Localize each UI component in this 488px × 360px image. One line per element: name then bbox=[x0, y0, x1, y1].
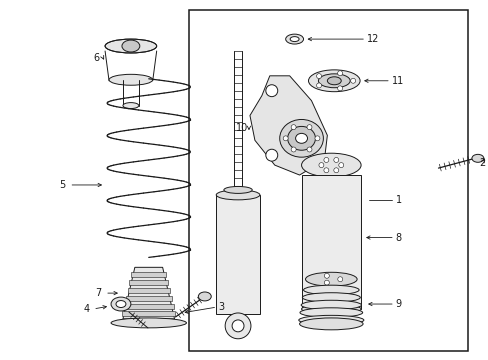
Ellipse shape bbox=[111, 318, 186, 328]
Ellipse shape bbox=[279, 120, 323, 157]
Circle shape bbox=[232, 320, 244, 332]
Ellipse shape bbox=[122, 40, 140, 52]
Text: 4: 4 bbox=[83, 304, 89, 314]
Bar bbox=[122, 311, 175, 316]
Ellipse shape bbox=[471, 154, 483, 162]
Circle shape bbox=[290, 125, 296, 130]
Ellipse shape bbox=[285, 34, 303, 44]
Ellipse shape bbox=[122, 103, 139, 109]
Ellipse shape bbox=[216, 190, 259, 200]
Bar bbox=[188, 10, 467, 351]
Text: 5: 5 bbox=[59, 180, 65, 190]
Bar bbox=[131, 272, 166, 277]
Text: 2: 2 bbox=[478, 158, 484, 168]
Circle shape bbox=[324, 273, 328, 278]
Ellipse shape bbox=[224, 186, 252, 193]
Circle shape bbox=[337, 86, 342, 91]
Circle shape bbox=[224, 313, 250, 339]
Circle shape bbox=[265, 149, 277, 161]
Ellipse shape bbox=[116, 301, 126, 307]
Circle shape bbox=[323, 157, 328, 162]
Ellipse shape bbox=[302, 293, 360, 302]
Ellipse shape bbox=[299, 308, 362, 317]
Polygon shape bbox=[249, 76, 326, 175]
Ellipse shape bbox=[299, 318, 362, 330]
Ellipse shape bbox=[298, 315, 363, 325]
Circle shape bbox=[324, 280, 328, 285]
Circle shape bbox=[350, 78, 355, 83]
Text: 11: 11 bbox=[391, 76, 403, 86]
Circle shape bbox=[333, 157, 338, 162]
Circle shape bbox=[290, 147, 296, 152]
Text: 9: 9 bbox=[395, 299, 401, 309]
Text: 8: 8 bbox=[395, 233, 401, 243]
Ellipse shape bbox=[198, 292, 211, 301]
Ellipse shape bbox=[326, 77, 341, 85]
Polygon shape bbox=[122, 267, 174, 319]
Ellipse shape bbox=[109, 74, 152, 85]
Circle shape bbox=[333, 168, 338, 173]
Ellipse shape bbox=[303, 285, 358, 295]
Text: 1: 1 bbox=[395, 195, 401, 205]
Circle shape bbox=[338, 163, 343, 168]
Bar bbox=[301, 175, 360, 309]
Ellipse shape bbox=[289, 37, 299, 41]
Circle shape bbox=[337, 71, 342, 76]
Ellipse shape bbox=[318, 74, 349, 88]
Ellipse shape bbox=[111, 297, 131, 311]
Text: 7: 7 bbox=[95, 288, 101, 298]
Ellipse shape bbox=[308, 70, 359, 92]
Text: 3: 3 bbox=[218, 302, 224, 312]
Text: 10: 10 bbox=[235, 123, 247, 134]
Circle shape bbox=[283, 136, 287, 141]
Ellipse shape bbox=[301, 300, 361, 310]
Ellipse shape bbox=[301, 304, 360, 314]
Circle shape bbox=[318, 163, 323, 168]
Text: 6: 6 bbox=[93, 53, 99, 63]
Bar bbox=[125, 296, 171, 301]
Bar bbox=[129, 280, 168, 285]
Bar bbox=[123, 303, 173, 309]
Circle shape bbox=[265, 85, 277, 96]
Circle shape bbox=[316, 83, 321, 88]
Text: 12: 12 bbox=[366, 34, 379, 44]
Circle shape bbox=[306, 147, 311, 152]
Circle shape bbox=[337, 277, 342, 282]
Ellipse shape bbox=[295, 133, 307, 143]
Circle shape bbox=[323, 168, 328, 173]
Circle shape bbox=[316, 74, 321, 78]
Bar bbox=[127, 288, 169, 293]
Ellipse shape bbox=[287, 126, 315, 150]
Bar bbox=[216, 195, 259, 314]
Ellipse shape bbox=[105, 39, 156, 53]
Circle shape bbox=[306, 125, 311, 130]
Circle shape bbox=[314, 136, 319, 141]
Ellipse shape bbox=[305, 272, 356, 286]
Ellipse shape bbox=[301, 153, 360, 177]
